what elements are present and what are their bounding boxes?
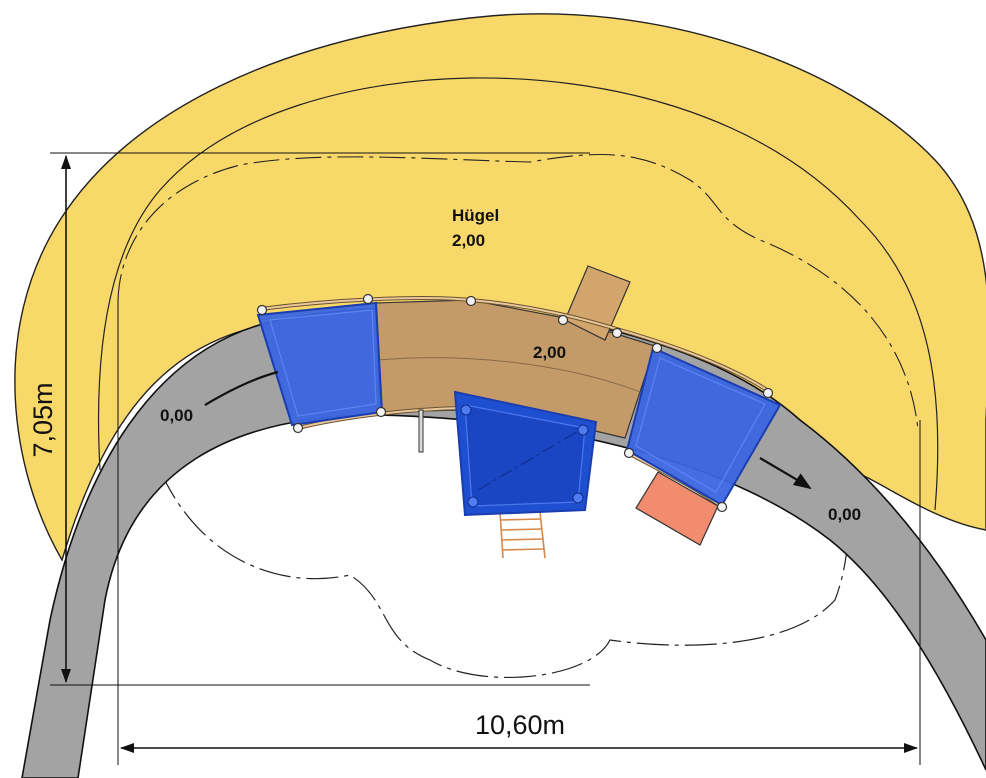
slide <box>635 471 719 546</box>
railing-top-inner <box>259 297 771 393</box>
hill-contour-line <box>97 77 939 511</box>
ladder <box>499 511 546 559</box>
footprint-outline <box>159 469 849 679</box>
path-end-level-label: 0,00 <box>828 505 861 524</box>
bridge-level-label: 2,00 <box>533 343 566 362</box>
tower-corner-posts <box>460 404 589 508</box>
wooden-platform <box>564 265 631 341</box>
pole <box>418 409 424 453</box>
deck-centerline <box>377 357 641 393</box>
ramp-left-inner <box>269 309 377 417</box>
ramp-right-inner <box>635 357 766 493</box>
height-dimension-label: 7,05m <box>28 382 58 457</box>
hill-height-label: 2,00 <box>452 231 485 250</box>
flow-arrow-in <box>204 370 279 406</box>
hill-name-label: Hügel <box>452 206 499 225</box>
dimension-lines <box>50 152 921 765</box>
tower-diagonal <box>477 429 581 491</box>
width-dimension-label: 10,60m <box>475 710 565 740</box>
railing-bottom-inner <box>297 407 461 429</box>
hill-contour-dashed <box>117 154 919 431</box>
flow-arrow-out <box>759 457 812 490</box>
railing-posts <box>256 293 774 513</box>
path-start-level-label: 0,00 <box>160 406 193 425</box>
